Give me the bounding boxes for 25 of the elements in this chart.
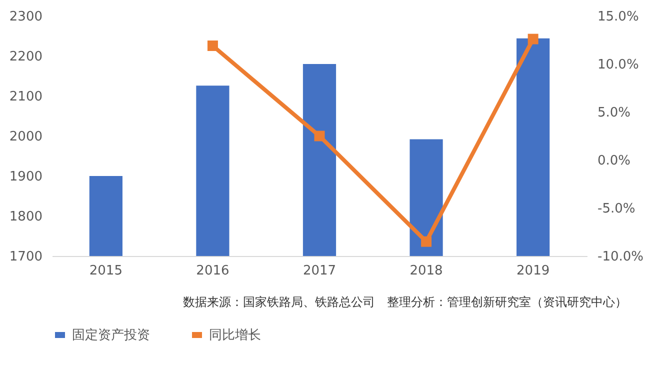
y2-tick-label: 15.0%	[598, 10, 639, 24]
source-note: 数据来源：国家铁路局、铁路总公司 整理分析：管理创新研究室（资讯研究中心）	[183, 295, 627, 309]
point	[207, 40, 218, 52]
y-tick-label: 1700	[9, 250, 42, 264]
x-tick-label: 2017	[302, 264, 336, 278]
x-tick-label: 2015	[89, 264, 122, 278]
x-tick-label: 2018	[410, 264, 443, 278]
legend-label: 同比增长	[209, 328, 261, 343]
y-tick-label: 2000	[9, 130, 42, 144]
y-tick-label: 2200	[9, 50, 42, 64]
y-tick-label: 2300	[9, 10, 42, 24]
y-tick-label: 1800	[9, 210, 42, 224]
legend-label: 固定资产投资	[72, 328, 150, 343]
point	[528, 34, 538, 44]
y2-tick-label: 5.0%	[598, 106, 631, 120]
y2-tick-label: 10.0%	[598, 58, 639, 72]
y2-tick-label: 0.0%	[598, 154, 631, 168]
y2-tick-label: -10.0%	[598, 250, 644, 264]
x-tick-label: 2016	[196, 264, 230, 278]
y2-tick-label: -5.0%	[598, 202, 636, 216]
y-tick-label: 1900	[9, 170, 42, 184]
point	[314, 130, 325, 142]
x-tick-label: 2019	[516, 264, 550, 278]
y-tick-label: 2100	[9, 90, 42, 104]
point	[421, 236, 432, 247]
